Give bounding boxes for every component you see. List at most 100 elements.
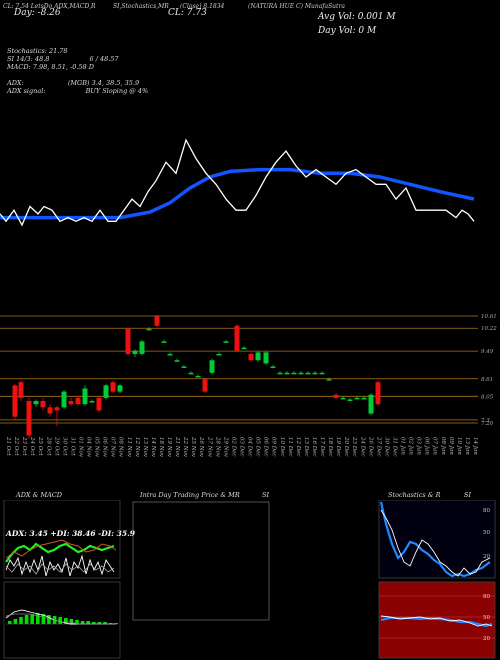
macd-bar xyxy=(24,615,29,624)
candle-body xyxy=(223,341,229,343)
date-label: 04 Dec xyxy=(247,437,253,457)
candle xyxy=(209,358,215,375)
macd-bar xyxy=(80,621,85,624)
rsi-tick-label: 80 xyxy=(483,594,490,600)
candle-body xyxy=(75,397,81,405)
bottom-indicator-panels: 80 50 20 80 50 20 xyxy=(3,500,496,659)
date-label: 26 Dec xyxy=(367,436,373,457)
macd-bar xyxy=(114,623,118,624)
stochastics-value: Stochastics: 21.78 xyxy=(7,47,68,55)
adx-minus-di-line xyxy=(5,539,117,559)
date-label: 25 Oct xyxy=(37,436,43,456)
candle xyxy=(340,396,346,400)
date-label: 29 Nov xyxy=(222,436,228,458)
adx-values: (MGB) 3.4, 38.5, 35.9 xyxy=(67,79,140,87)
indicator-line-5: ADX signal: BUY Sloping @ 4% xyxy=(7,87,164,95)
candle xyxy=(18,380,24,402)
date-label: 16 Dec xyxy=(311,437,317,457)
candle xyxy=(291,371,297,375)
macd-bar xyxy=(36,613,40,624)
candle xyxy=(54,405,60,427)
candle-body xyxy=(195,375,201,378)
rsi-panel-frame xyxy=(378,581,496,659)
candle xyxy=(125,327,131,356)
price-level-label: 8.05 xyxy=(481,394,494,400)
candle xyxy=(326,377,332,381)
macd-bar xyxy=(58,617,62,624)
candle xyxy=(312,371,318,375)
macd-bar xyxy=(47,615,51,624)
candle xyxy=(248,352,254,362)
date-label: 23 Dec xyxy=(351,436,357,457)
date-label: 19 Dec xyxy=(335,437,341,457)
macd-bar xyxy=(13,619,18,624)
candle xyxy=(96,396,102,413)
candle-body xyxy=(284,372,290,375)
candle-body xyxy=(305,372,311,375)
avg-volume: Avg Vol: 0.001 M xyxy=(318,12,396,22)
stoch-tick-labels: 80 50 20 xyxy=(483,508,490,560)
candle xyxy=(174,358,180,362)
macd-bar xyxy=(30,614,34,624)
candle-body xyxy=(47,407,53,414)
macd-bar xyxy=(8,621,12,624)
date-label: 13 Dec xyxy=(303,437,309,457)
date-label: 21 Nov xyxy=(174,436,180,458)
price-level-label: 10.22 xyxy=(481,326,497,332)
rsi-line-blue xyxy=(380,616,493,628)
candle xyxy=(47,404,53,417)
candle xyxy=(146,327,152,331)
adx-signal-value: BUY Sloping @ 4% xyxy=(85,87,149,95)
date-label: 30 Dec xyxy=(383,437,389,457)
date-label: 30 Oct xyxy=(61,437,67,456)
candle xyxy=(40,397,46,411)
candle xyxy=(154,314,160,328)
day-change: Day: -8.26 xyxy=(14,8,61,18)
candle-body xyxy=(139,341,145,354)
macd-bar xyxy=(97,622,102,624)
candle-body xyxy=(354,397,360,400)
price-level-label: 8.61 xyxy=(481,377,493,383)
stoch-tick-label: 50 xyxy=(483,530,490,536)
candle xyxy=(216,352,222,356)
stoch-panel-frame xyxy=(378,500,496,579)
price-level-labels: 10.61 10.22 9.49 8.61 8.05 7.37.20 xyxy=(481,314,497,427)
price-level-label: 7.20 xyxy=(481,421,494,427)
candle-body xyxy=(312,372,318,375)
date-label: 11 Dec xyxy=(287,437,293,457)
candle-body xyxy=(26,401,32,436)
candle xyxy=(234,324,240,353)
candle-body xyxy=(202,379,208,392)
candle xyxy=(117,383,123,394)
candle xyxy=(89,399,95,403)
candle xyxy=(132,349,138,358)
intraday-panel-frame xyxy=(132,501,270,621)
date-label: 13 Nov xyxy=(142,437,148,458)
date-label: 23 Oct xyxy=(21,436,27,456)
day-volume: Day Vol: 0 M xyxy=(318,26,377,36)
stoch-panel-si: SI xyxy=(464,491,472,499)
date-label: 12 Dec xyxy=(295,437,301,457)
candle-body xyxy=(181,366,187,369)
indicator-line-2: SI 14/3: 48.8 6 / 48.57 xyxy=(7,55,135,63)
candle-body xyxy=(61,391,67,408)
date-label: 26 Nov xyxy=(198,436,204,458)
rsi-tick-labels: 80 50 20 xyxy=(483,594,490,642)
candle xyxy=(361,396,367,400)
date-label: 04 Nov xyxy=(86,437,92,458)
adx-line-white xyxy=(5,554,115,577)
candle-body xyxy=(82,388,88,405)
si-value: SI 14/3: 48.8 xyxy=(7,55,50,63)
candle-body xyxy=(117,385,123,392)
candle xyxy=(26,397,32,439)
price-level-label: 7.3 xyxy=(481,418,490,424)
date-label: 20 Dec xyxy=(343,436,349,457)
candle-body xyxy=(161,341,167,343)
candle-body xyxy=(241,347,247,350)
date-label: 08 Nov xyxy=(118,437,124,458)
macd-bar xyxy=(69,619,74,624)
header-line1-left: CL: 7.54 LetsDo ADX,MACD,R xyxy=(3,3,96,10)
candle-body xyxy=(188,372,194,375)
moving-average-line xyxy=(0,167,475,220)
candle xyxy=(82,385,88,406)
